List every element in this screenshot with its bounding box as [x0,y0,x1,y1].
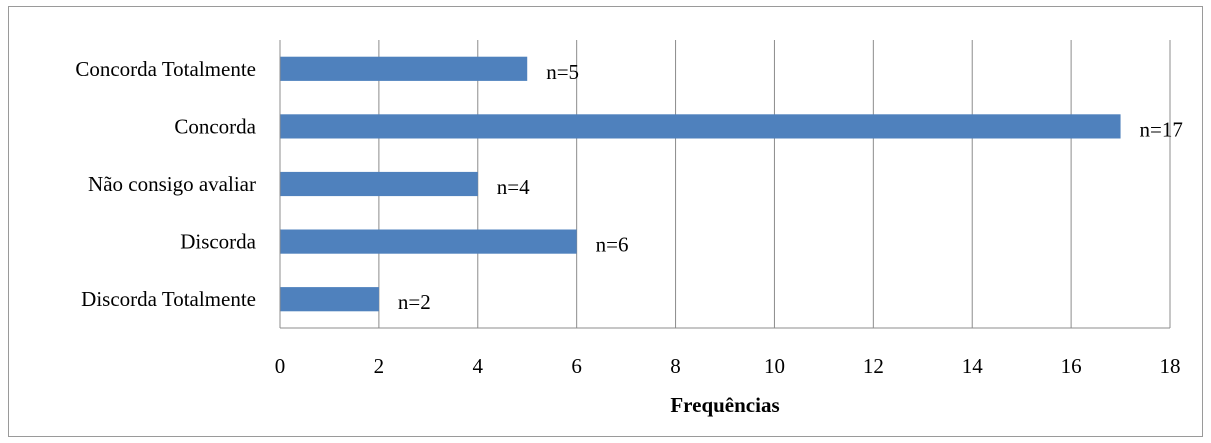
category-label: Não consigo avaliar [88,172,256,196]
data-label: n=17 [1140,117,1183,141]
data-label: n=2 [398,290,431,314]
x-tick-label-8: 8 [670,354,681,378]
bar-concorda-totalmente [280,56,528,81]
x-tick-label-6: 6 [571,354,582,378]
x-tick-label-10: 10 [764,354,785,378]
category-label: Discorda [180,230,256,254]
x-tick-label-4: 4 [473,354,484,378]
x-tick-label-16: 16 [1061,354,1082,378]
bar-discorda [280,229,577,254]
labels-layer: 0 2 4 6 8 10 12 14 16 18 Concorda Totalmente n=5 Con… [75,57,1183,378]
category-label: Discorda Totalmente [81,287,256,311]
grid-layer [378,40,1171,328]
bar-discorda-totalmente [280,287,379,312]
x-tick-label-14: 14 [962,354,984,378]
bar-concorda [280,114,1121,139]
x-axis-title: Frequências [670,393,779,417]
data-label: n=5 [546,60,579,84]
category-label: Concorda [174,114,256,138]
bar-n-o-consigo-avaliar [280,171,478,197]
x-tick-label-0: 0 [275,354,286,378]
axis-layer [279,40,1170,329]
data-label: n=6 [596,233,629,257]
x-tick-label-18: 18 [1160,354,1181,378]
chart-frame [8,6,1203,437]
category-label: Concorda Totalmente [75,57,256,81]
data-label: n=4 [497,175,530,199]
bars-layer [280,56,1121,312]
x-tick-label-2: 2 [374,354,385,378]
x-tick-label-12: 12 [863,354,884,378]
